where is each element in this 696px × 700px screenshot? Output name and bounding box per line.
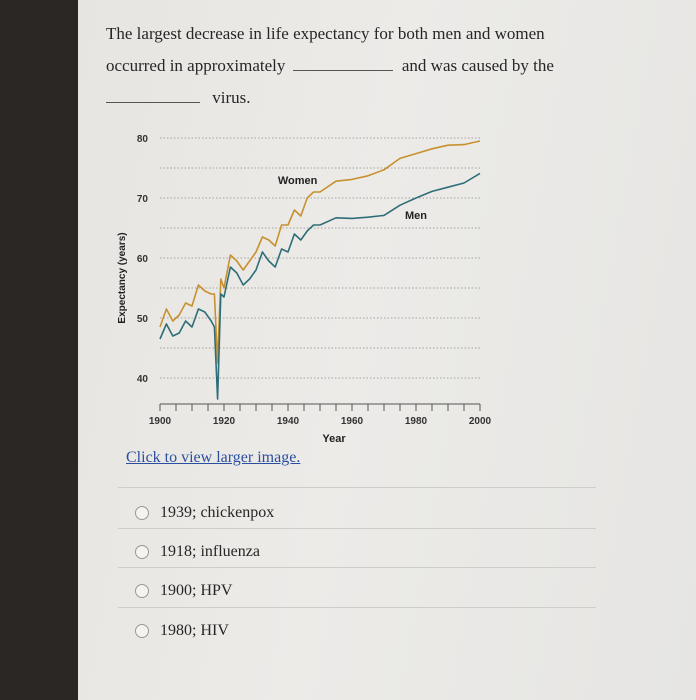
- option-label: 1918; influenza: [160, 543, 260, 560]
- series-line-men: [159, 172, 481, 400]
- x-tick-label: 1900: [149, 416, 172, 427]
- series-line-women: [159, 140, 481, 364]
- x-tick-label: 1980: [405, 416, 428, 427]
- x-axis-title: Year: [322, 433, 346, 445]
- radio-button[interactable]: [135, 506, 149, 520]
- divider: [118, 487, 596, 488]
- answer-blank-virus: [106, 88, 200, 103]
- chart-svg: 1900 1920 1940 1960 1980 2000 40 50 60 70 80 Year Ex…: [117, 134, 492, 445]
- life-expectancy-chart: 1900 1920 1940 1960 1980 2000 40 50 60 70 80 Year Ex…: [112, 120, 502, 450]
- question-line-3-end: virus.: [212, 88, 251, 107]
- option-1900-hpv[interactable]: 1900; HPV: [135, 580, 232, 602]
- divider: [118, 607, 596, 608]
- divider: [118, 567, 596, 568]
- option-1980-hiv[interactable]: 1980; HIV: [135, 620, 229, 642]
- worksheet-page: [78, 0, 696, 700]
- view-larger-image-link[interactable]: Click to view larger image.: [126, 449, 301, 466]
- divider: [118, 528, 596, 529]
- y-tick-label: 60: [137, 254, 149, 265]
- radio-button[interactable]: [135, 545, 149, 559]
- answer-blank-year: [292, 56, 393, 71]
- y-axis-title: Expectancy (years): [117, 232, 128, 323]
- y-tick-label: 70: [137, 194, 149, 205]
- radio-button[interactable]: [135, 624, 149, 638]
- question-line-2-end: and was caused by the: [401, 56, 554, 75]
- y-tick-label: 80: [137, 134, 149, 145]
- question-text: The largest decrease in life expectancy …: [106, 18, 576, 114]
- option-label: 1900; HPV: [160, 582, 233, 599]
- question-line-1: The largest decrease in life expectancy …: [106, 24, 545, 43]
- question-line-2-start: occurred in approximately: [106, 56, 286, 75]
- x-tick-label: 1920: [213, 416, 236, 427]
- y-tick-label: 50: [137, 314, 149, 325]
- series-label-men: Men: [405, 210, 427, 222]
- y-tick-label: 40: [137, 374, 149, 385]
- x-tick-label: 1940: [277, 416, 300, 427]
- question-line-3: virus.: [106, 82, 576, 114]
- question-line-2: occurred in approximately and was caused…: [106, 50, 576, 82]
- option-1918-influenza[interactable]: 1918; influenza: [135, 541, 260, 563]
- series-label-women: Women: [278, 175, 318, 187]
- x-tick-label: 1960: [341, 416, 364, 427]
- radio-button[interactable]: [135, 584, 149, 598]
- option-label: 1939; chickenpox: [160, 504, 275, 521]
- option-label: 1980; HIV: [160, 622, 229, 639]
- option-1939-chickenpox[interactable]: 1939; chickenpox: [135, 502, 274, 524]
- x-tick-label: 2000: [469, 416, 492, 427]
